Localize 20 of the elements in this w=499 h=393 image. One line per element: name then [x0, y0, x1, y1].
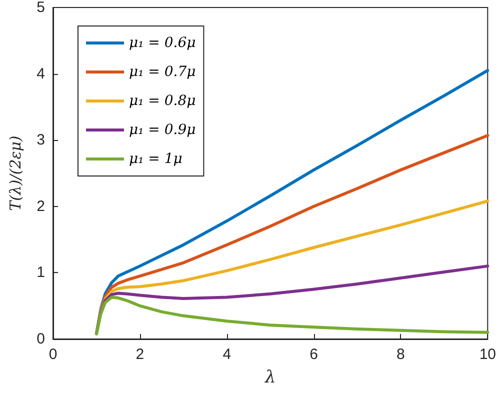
line-series	[94, 296, 490, 336]
y-tick-label: 3	[36, 132, 45, 149]
y-tick-label: 4	[36, 65, 45, 82]
x-tick-label: 10	[479, 346, 496, 363]
x-tick-label: 2	[136, 346, 144, 363]
x-tick-label: 6	[310, 346, 318, 363]
y-tick-label: 0	[36, 330, 45, 348]
y-tick-label: 2	[36, 198, 45, 215]
x-tick-label: 0	[48, 346, 58, 363]
x-tick-label: 4	[222, 346, 232, 363]
y-tick-label: 5	[36, 0, 45, 16]
legend-label: μ₁ = 0.6μ	[129, 35, 196, 51]
y-axis-title: T(λ)/(2εμ)	[6, 135, 24, 211]
x-axis-title: λ	[264, 368, 276, 388]
y-tick-label: 1	[36, 264, 45, 282]
legend-label: μ₁ = 0.7μ	[129, 64, 196, 80]
legend-label: μ₁ = 1μ	[129, 151, 182, 167]
legend-label: μ₁ = 0.9μ	[129, 122, 196, 138]
x-tick-label: 8	[396, 346, 405, 363]
legend-label: μ₁ = 0.8μ	[129, 93, 196, 109]
